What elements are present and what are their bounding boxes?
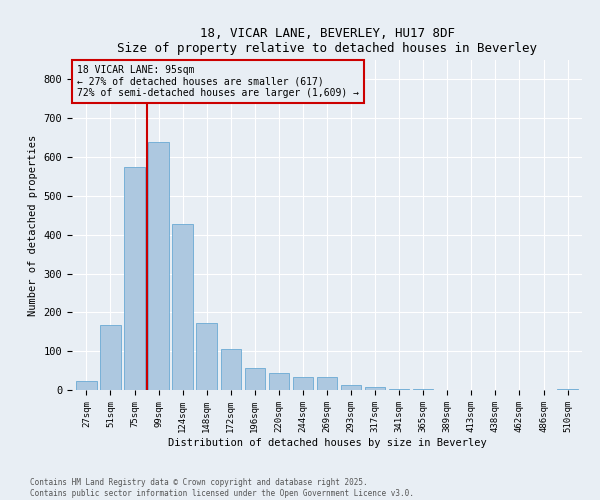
Bar bbox=[269, 372, 289, 390]
Bar bbox=[557, 389, 578, 390]
Bar bbox=[76, 382, 97, 390]
Bar bbox=[100, 325, 121, 390]
Y-axis label: Number of detached properties: Number of detached properties bbox=[28, 134, 38, 316]
Bar bbox=[221, 349, 241, 390]
Title: 18, VICAR LANE, BEVERLEY, HU17 8DF
Size of property relative to detached houses : 18, VICAR LANE, BEVERLEY, HU17 8DF Size … bbox=[117, 26, 537, 54]
Text: Contains HM Land Registry data © Crown copyright and database right 2025.
Contai: Contains HM Land Registry data © Crown c… bbox=[30, 478, 414, 498]
Bar bbox=[413, 389, 433, 390]
Bar bbox=[341, 385, 361, 390]
Bar bbox=[196, 323, 217, 390]
Bar bbox=[148, 142, 169, 390]
Bar bbox=[245, 368, 265, 390]
Bar bbox=[365, 387, 385, 390]
Bar bbox=[293, 377, 313, 390]
Text: 18 VICAR LANE: 95sqm
← 27% of detached houses are smaller (617)
72% of semi-deta: 18 VICAR LANE: 95sqm ← 27% of detached h… bbox=[77, 65, 359, 98]
Bar bbox=[124, 167, 145, 390]
Bar bbox=[172, 224, 193, 390]
Bar bbox=[317, 377, 337, 390]
Bar bbox=[389, 389, 409, 390]
X-axis label: Distribution of detached houses by size in Beverley: Distribution of detached houses by size … bbox=[167, 438, 487, 448]
